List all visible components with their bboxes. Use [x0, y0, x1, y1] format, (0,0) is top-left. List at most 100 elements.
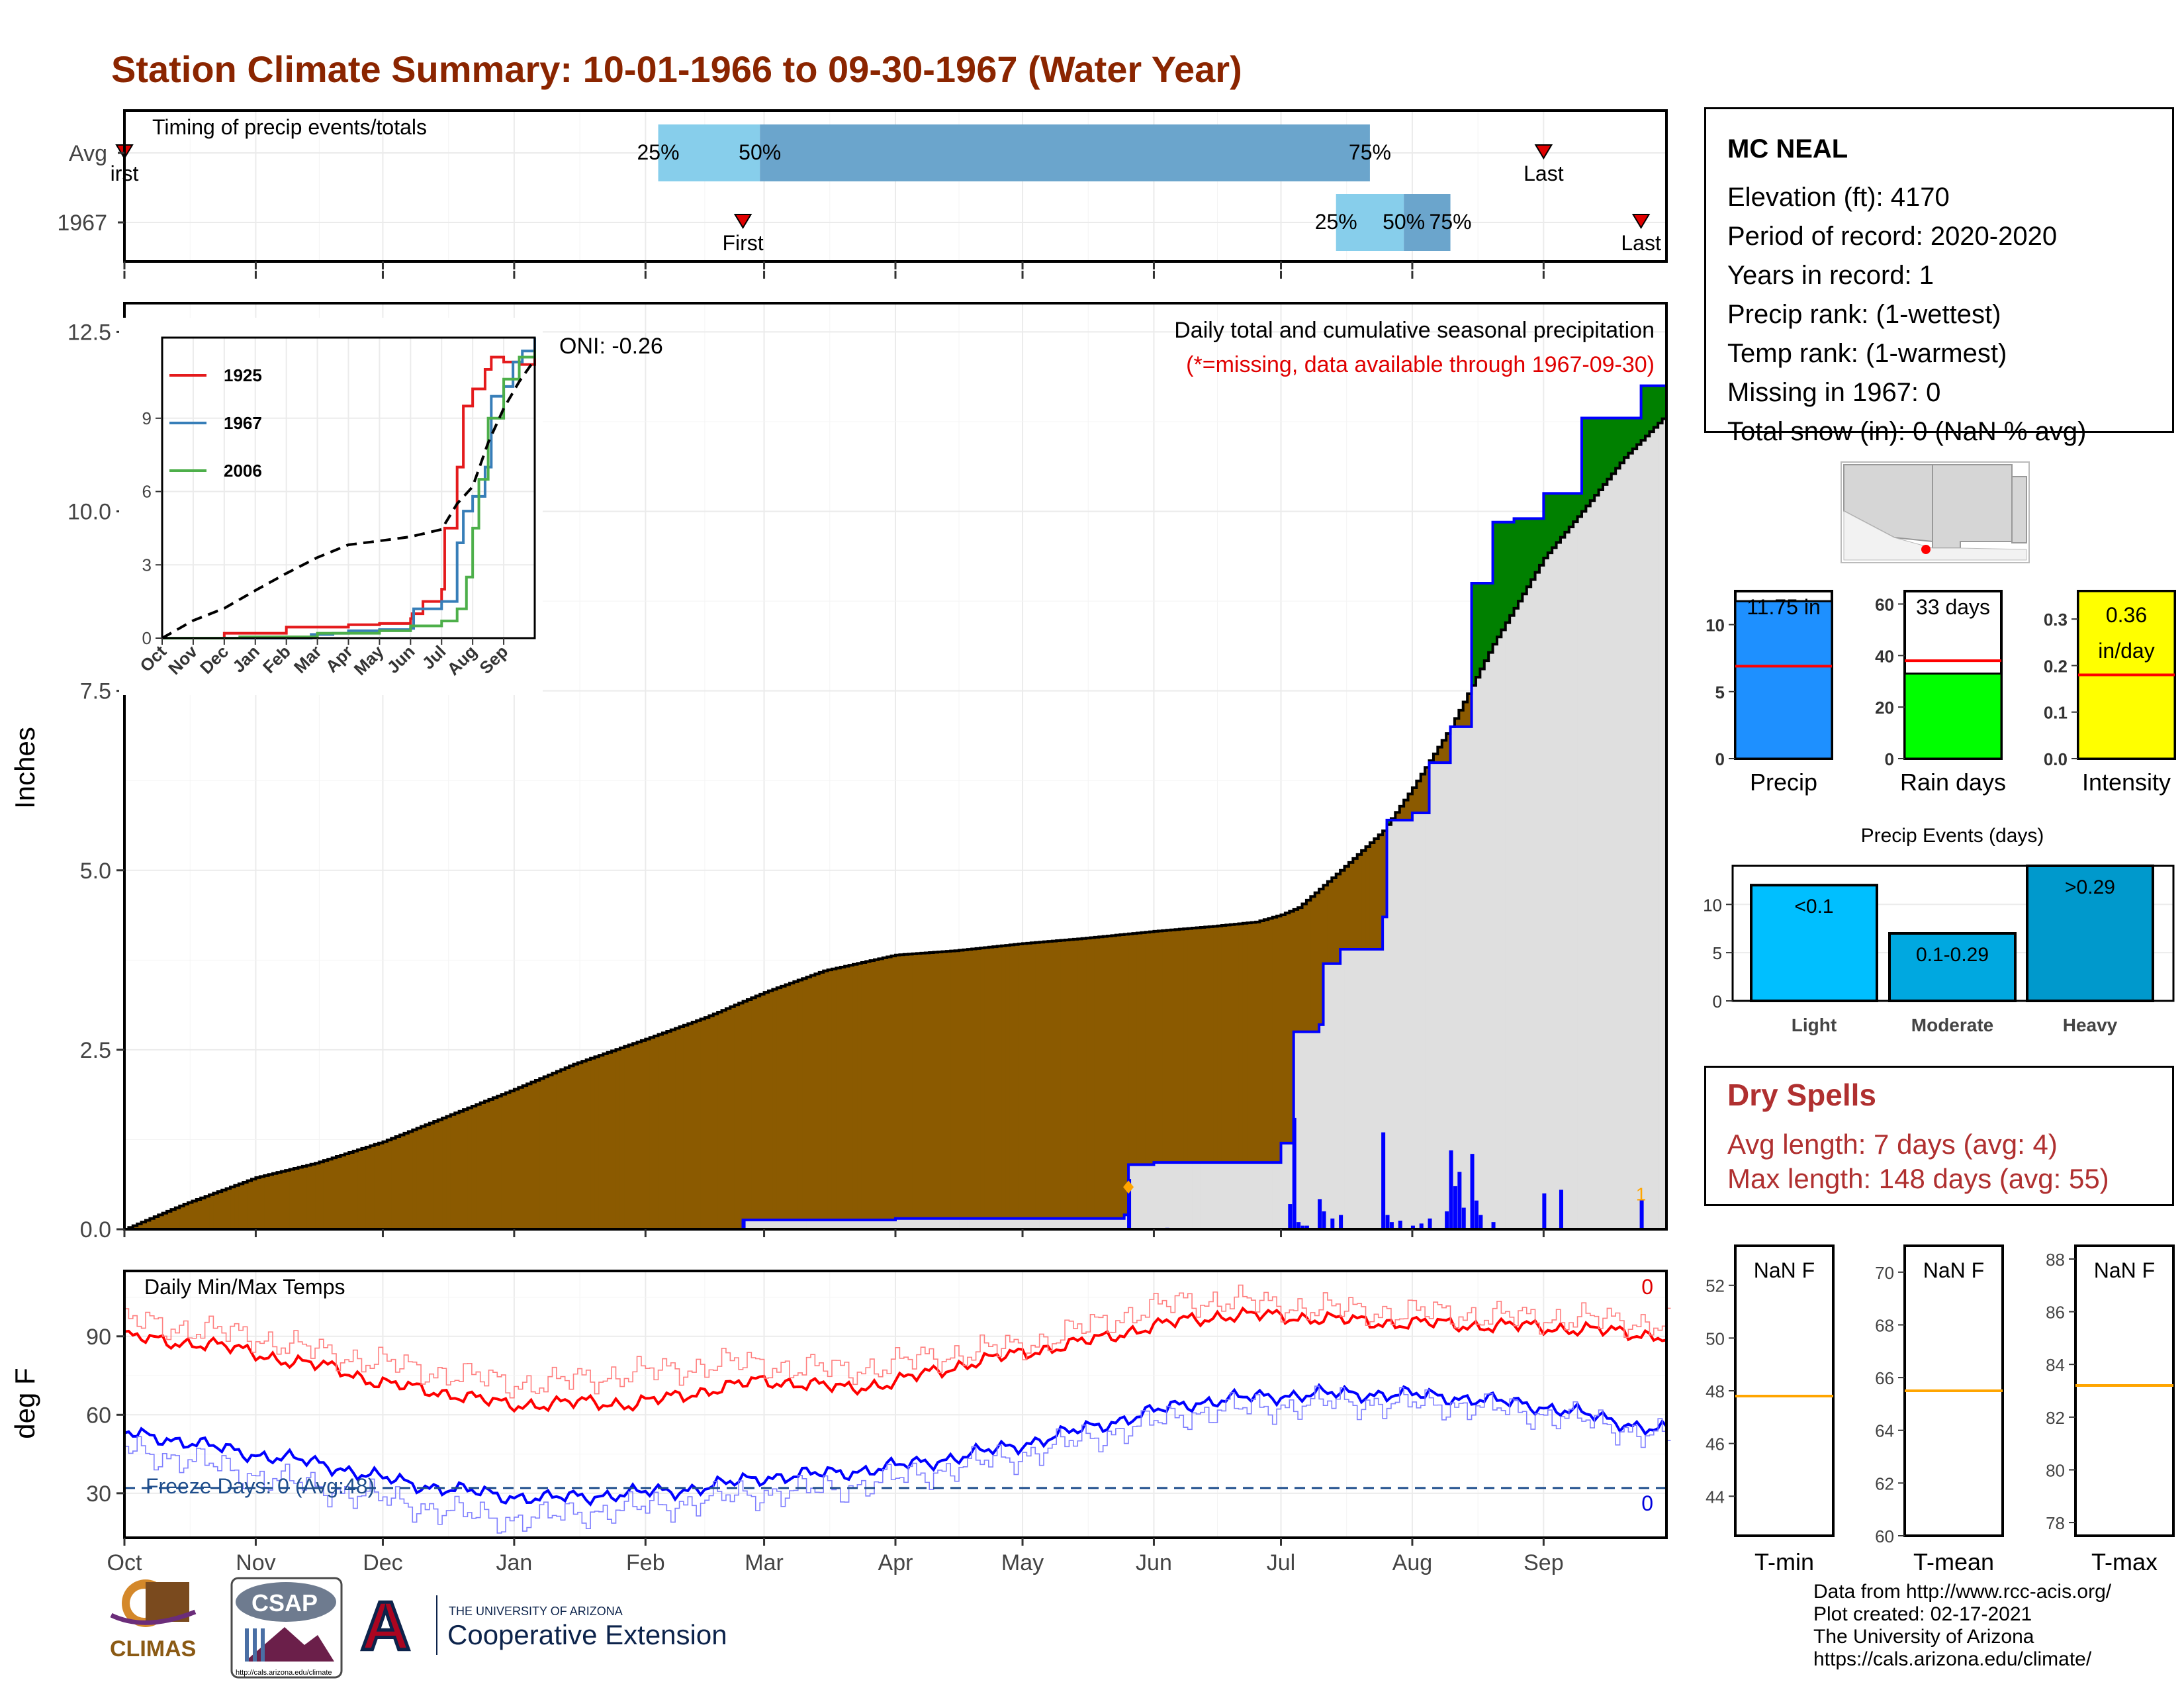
deficit-area: [734, 1005, 739, 1229]
inset-y-tick-label: 9: [142, 408, 152, 428]
station-location-dot: [1921, 545, 1931, 554]
deficit-area: [594, 1056, 600, 1229]
deficit-area: [1196, 927, 1201, 1163]
deficit-area: [751, 998, 756, 1220]
deficit-area: [586, 1059, 591, 1229]
station-temp-rank: Temp rank: (1-warmest): [1727, 339, 2007, 368]
daily-precip-bar: [1449, 1150, 1453, 1229]
daily-precip-bar: [1542, 1193, 1547, 1229]
cumulative-base-area: [1217, 1162, 1222, 1229]
deficit-area: [1310, 896, 1316, 1032]
cumulative-base-area: [1030, 1218, 1036, 1229]
cumulative-base-area: [874, 1219, 879, 1229]
deficit-area: [433, 1121, 439, 1229]
cumulative-base-area: [857, 1219, 862, 1229]
deficit-area: [903, 954, 909, 1219]
rain-days-tick-label: 60: [1875, 594, 1894, 614]
cumulative-base-area: [933, 1218, 938, 1229]
deficit-area: [806, 976, 811, 1220]
deficit-area: [484, 1101, 490, 1229]
deficit-area: [1298, 908, 1303, 1032]
cumulative-base-area: [1103, 1218, 1108, 1229]
cumulative-base-area: [1484, 661, 1489, 1229]
deficit-area: [831, 968, 837, 1220]
deficit-area: [1039, 942, 1044, 1219]
deficit-area: [628, 1045, 633, 1229]
deficit-area: [827, 970, 833, 1220]
deficit-area: [234, 1185, 240, 1229]
deficit-area: [700, 1019, 705, 1229]
deficit-area: [980, 948, 985, 1219]
cumulative-base-area: [938, 1218, 943, 1229]
timing-marker-label: Last: [1524, 162, 1564, 185]
surplus-area: [1641, 385, 1646, 441]
deficit-area: [395, 1137, 400, 1229]
cumulative-base-area: [1026, 1218, 1032, 1229]
deficit-area: [619, 1048, 625, 1229]
deficit-area: [709, 1015, 714, 1229]
deficit-area: [1259, 921, 1265, 1163]
deficit-area: [1187, 928, 1193, 1163]
daily-precip-bar: [1288, 1204, 1293, 1229]
surplus-area: [1619, 418, 1625, 463]
cumulative-base-area: [764, 1219, 769, 1229]
cumulative-base-area: [942, 1218, 947, 1229]
deficit-area: [870, 961, 875, 1220]
deficit-area: [1171, 929, 1176, 1163]
cumulative-base-area: [993, 1218, 998, 1229]
deficit-area: [277, 1172, 282, 1229]
deficit-area: [370, 1145, 375, 1229]
cumulative-base-area: [1226, 1162, 1231, 1229]
deficit-area: [730, 1006, 735, 1229]
temp-box-tick-label: 82: [2046, 1408, 2065, 1428]
temp-box-tick-label: 66: [1875, 1368, 1894, 1388]
deficit-area: [1183, 929, 1189, 1163]
temp-box-axis-label: T-min: [1754, 1548, 1814, 1575]
deficit-area: [146, 1220, 151, 1229]
timing-pct-label: 50%: [1383, 210, 1425, 234]
deficit-area: [891, 956, 896, 1220]
main-panel-title: Daily total and cumulative seasonal prec…: [1174, 318, 1655, 343]
cumulative-base-area: [878, 1219, 884, 1229]
cumulative-base-area: [1496, 637, 1502, 1229]
deficit-area: [688, 1023, 693, 1229]
deficit-area: [561, 1069, 566, 1229]
surplus-area: [1526, 518, 1531, 587]
deficit-area: [598, 1055, 604, 1229]
surplus-area: [1496, 522, 1502, 637]
deficit-area: [794, 981, 799, 1220]
deficit-area: [1459, 710, 1464, 727]
deficit-area: [725, 1008, 731, 1229]
deficit-area: [154, 1217, 159, 1229]
timing-pct-label: 50%: [739, 140, 781, 164]
temp-series-Avg-min: [124, 1383, 1668, 1507]
deficit-area: [251, 1179, 257, 1229]
surplus-area: [1615, 418, 1621, 469]
station-precip-rank: Precip rank: (1-wettest): [1727, 300, 2001, 329]
deficit-area: [450, 1114, 455, 1229]
deficit-area: [132, 1225, 138, 1229]
cumulative-base-area: [1039, 1218, 1044, 1229]
cumulative-base-area: [1480, 669, 1485, 1229]
month-label: Feb: [626, 1550, 665, 1575]
deficit-area: [785, 984, 790, 1220]
deficit-area: [1221, 925, 1226, 1163]
daily-precip-bar: [1428, 1218, 1432, 1229]
deficit-area: [1158, 931, 1163, 1163]
deficit-area: [615, 1049, 621, 1229]
temp-box-value: NaN F: [1923, 1258, 1984, 1282]
cumulative-base-area: [1111, 1218, 1116, 1229]
deficit-area: [1014, 944, 1019, 1219]
deficit-area: [336, 1156, 341, 1229]
deficit-area: [823, 970, 829, 1220]
dry-spells-avg: Avg length: 7 days (avg: 4): [1727, 1129, 2058, 1160]
events-title: Precip Events (days): [1861, 825, 2044, 847]
deficit-area: [1009, 945, 1015, 1219]
deficit-area: [264, 1175, 269, 1229]
footer-line-created: Plot created: 02-17-2021: [1813, 1603, 2032, 1625]
cumulative-base-area: [1107, 1218, 1113, 1229]
deficit-area: [167, 1211, 172, 1229]
temp-box-tick-label: 80: [2046, 1460, 2065, 1480]
precip-axis-label: Precip: [1750, 769, 1817, 796]
cumulative-base-area: [1514, 608, 1519, 1229]
